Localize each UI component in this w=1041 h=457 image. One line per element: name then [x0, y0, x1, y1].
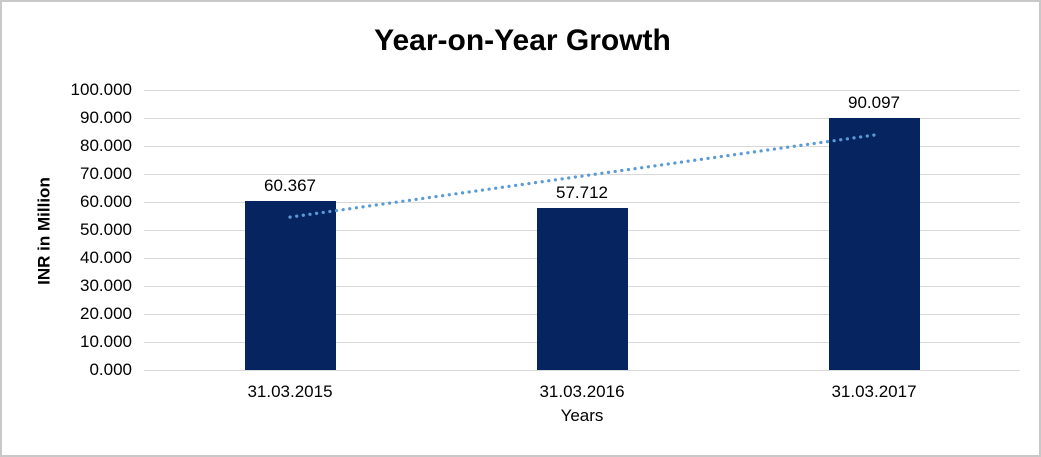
- trendline: [288, 133, 876, 219]
- y-tick-label: 100.000: [70, 80, 132, 99]
- x-tick-label: 31.03.2016: [539, 382, 625, 401]
- chart-title: Year-on-Year Growth: [374, 24, 671, 57]
- y-tick-label: 50.000: [80, 220, 132, 239]
- x-tick-label: 31.03.2017: [831, 382, 917, 401]
- bar-value-label: 90.097: [848, 92, 900, 112]
- gridline: [144, 145, 1020, 147]
- plot-area: 60.367 57.712 90.097: [144, 89, 1020, 371]
- y-tick-label: 20.000: [80, 304, 132, 323]
- y-tick-label: 60.000: [80, 192, 132, 211]
- y-tick-label: 40.000: [80, 248, 132, 267]
- gridline: [144, 173, 1020, 175]
- x-tick-label: 31.03.2015: [247, 382, 333, 401]
- gridline: [144, 89, 1020, 91]
- y-tick-label: 70.000: [80, 164, 132, 183]
- x-axis-title: Years: [560, 406, 604, 425]
- gridline: [144, 117, 1020, 119]
- y-tick-label: 90.000: [80, 108, 132, 127]
- bar-value-label: 60.367: [264, 175, 316, 195]
- bar: [244, 200, 336, 370]
- bar: [828, 117, 920, 370]
- y-tick-label: 30.000: [80, 276, 132, 295]
- gridline: [144, 369, 1020, 371]
- bar: [536, 208, 628, 370]
- gridline: [144, 201, 1020, 203]
- y-tick-label: 10.000: [80, 332, 132, 351]
- bar-value-label: 57.712: [556, 183, 608, 203]
- y-tick-label: 80.000: [80, 136, 132, 155]
- y-tick-label: 0.000: [89, 360, 132, 379]
